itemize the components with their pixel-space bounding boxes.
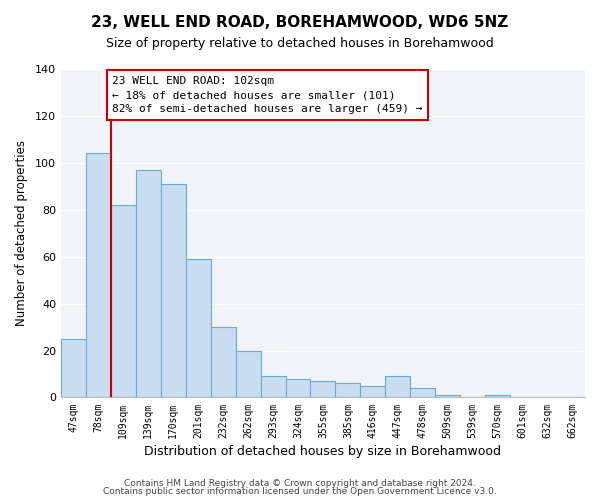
- Bar: [385, 376, 410, 398]
- Bar: [236, 350, 260, 398]
- Bar: [286, 378, 310, 398]
- Bar: [335, 384, 361, 398]
- Bar: [435, 395, 460, 398]
- Bar: [136, 170, 161, 398]
- Bar: [260, 376, 286, 398]
- Bar: [310, 381, 335, 398]
- Text: Contains public sector information licensed under the Open Government Licence v3: Contains public sector information licen…: [103, 487, 497, 496]
- Text: Size of property relative to detached houses in Borehamwood: Size of property relative to detached ho…: [106, 38, 494, 51]
- Bar: [86, 154, 111, 398]
- Bar: [111, 205, 136, 398]
- X-axis label: Distribution of detached houses by size in Borehamwood: Distribution of detached houses by size …: [145, 444, 502, 458]
- Text: Contains HM Land Registry data © Crown copyright and database right 2024.: Contains HM Land Registry data © Crown c…: [124, 478, 476, 488]
- Text: 23 WELL END ROAD: 102sqm
← 18% of detached houses are smaller (101)
82% of semi-: 23 WELL END ROAD: 102sqm ← 18% of detach…: [112, 76, 422, 114]
- Bar: [161, 184, 186, 398]
- Bar: [485, 395, 510, 398]
- Bar: [61, 339, 86, 398]
- Y-axis label: Number of detached properties: Number of detached properties: [15, 140, 28, 326]
- Bar: [361, 386, 385, 398]
- Text: 23, WELL END ROAD, BOREHAMWOOD, WD6 5NZ: 23, WELL END ROAD, BOREHAMWOOD, WD6 5NZ: [91, 15, 509, 30]
- Bar: [410, 388, 435, 398]
- Bar: [211, 327, 236, 398]
- Bar: [186, 259, 211, 398]
